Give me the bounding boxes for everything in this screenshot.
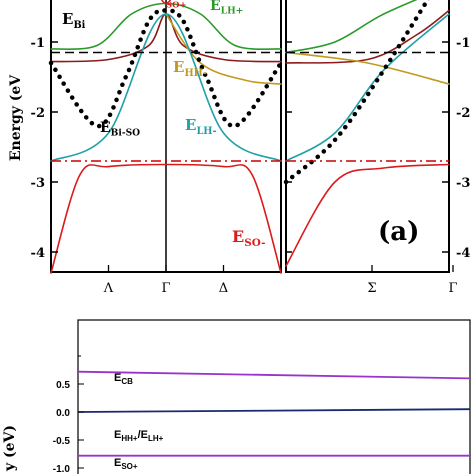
curve-dotted-left xyxy=(48,8,284,129)
bottom-y-tick-label: 0.5 xyxy=(56,380,70,391)
bottom-y-tick-label: -0.5 xyxy=(53,436,71,447)
y-tick-label: -2 xyxy=(31,106,45,121)
bottom-curve-label: ECB xyxy=(114,372,133,386)
bottom-y-axis-label: y (eV) xyxy=(2,425,18,472)
curve-e-so--right xyxy=(285,163,450,267)
bottom-curves xyxy=(77,370,471,457)
bottom-line-e-hh-e-lh- xyxy=(77,408,471,413)
curve-e-lh--right xyxy=(285,13,450,162)
curve-e-hh--left xyxy=(165,13,282,85)
bottom-panel-frame xyxy=(77,319,471,474)
y-tick-label-right: -1 xyxy=(456,36,470,51)
bottom-y-tick-label: -1.0 xyxy=(53,464,71,474)
top-panel: -1 -1 -2 -2 -3 -3 -4 -4 Λ Γ Δ Σ Γ Energy (eV (a) EB… xyxy=(8,0,470,296)
y-tick-label-right: -3 xyxy=(456,176,470,191)
curve-e-lh--right xyxy=(285,0,418,54)
curve-label-bi: EBi xyxy=(62,10,86,31)
x-tick-label: Λ xyxy=(103,281,114,296)
curve-e-so--left xyxy=(50,163,282,274)
y-tick-label: -1 xyxy=(31,36,45,51)
curve-label-lh-: ELH- xyxy=(185,116,217,137)
x-tick-label-right: Γ xyxy=(448,281,457,296)
x-tick-label-right: Σ xyxy=(367,281,376,296)
bottom-curve-labels: ECB EHH+/ELH+ ESO+ xyxy=(114,372,164,471)
bottom-panel: 0.5 0.0 -0.5 -1.0 y (eV) ECB EHH+/ELH+ ESO+ xyxy=(2,319,471,474)
curve-e-hh--right xyxy=(285,51,450,85)
bottom-y-tick-label: 0.0 xyxy=(56,408,70,419)
top-y-ticks: -1 -1 -2 -2 -3 -3 -4 -4 xyxy=(31,36,471,261)
curve-label-hh-: EHH- xyxy=(173,58,207,79)
y-tick-label: -4 xyxy=(31,246,45,261)
panel-label: (a) xyxy=(378,217,419,247)
y-tick-label-right: -4 xyxy=(456,246,470,261)
curve-label-so-: ESO- xyxy=(232,227,265,249)
curve-label-lh-: ELH+ xyxy=(210,0,243,17)
top-curve-labels: EBi ELH+ EHH- ELH- EBi-SO ESO- SO+ xyxy=(62,0,265,249)
y-tick-label: -3 xyxy=(31,176,45,191)
curve-label-so-: SO+ xyxy=(166,0,187,9)
top-y-axis-label: Energy (eV xyxy=(8,74,24,161)
y-tick-label-right: -2 xyxy=(456,106,470,121)
curve-dotted-right xyxy=(283,0,431,185)
x-tick-label: Γ xyxy=(161,281,170,296)
right-panel-frame xyxy=(285,0,450,273)
bottom-line-e-cb xyxy=(77,370,471,380)
curve-label-bi-so: EBi-SO xyxy=(100,120,140,139)
curve-e-so--left xyxy=(160,0,172,5)
curve-e-lh--left xyxy=(50,13,282,162)
bottom-curve-label: EHH+/ELH+ xyxy=(114,429,164,443)
x-tick-label: Δ xyxy=(219,281,228,296)
bottom-curve-label: ESO+ xyxy=(114,457,138,471)
top-reference-lines xyxy=(51,51,449,162)
bottom-y-ticks: 0.5 0.0 -0.5 -1.0 xyxy=(53,355,84,474)
